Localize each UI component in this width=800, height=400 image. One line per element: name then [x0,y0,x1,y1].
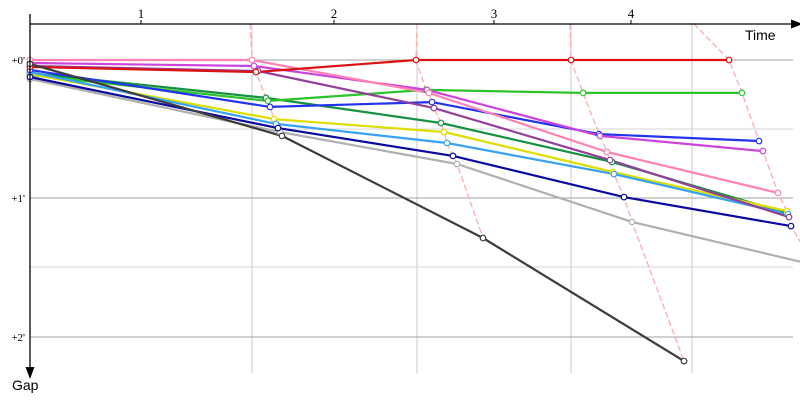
axes [25,14,800,379]
split-marker-pink [603,148,611,156]
isochrone-control-3 [569,23,685,362]
split-marker-cyan [443,139,451,147]
split-marker-red [412,56,420,64]
split-marker-purple [785,213,793,221]
split-marker-navy [620,193,628,201]
split-marker-pink [248,56,256,64]
isochrone-control-2 [415,23,484,239]
time-tick-label-1: 1 [138,6,145,21]
series-line-navy [28,75,793,228]
gap-tick-label-0: +0' [11,55,25,67]
time-tick-label-2: 2 [331,6,338,21]
time-axis-arrow [791,19,800,29]
split-marker-blue [428,98,436,106]
split-marker-green-bright [264,97,272,105]
gap-axis-arrow [25,367,35,379]
gap-tick-label-2: +2' [11,332,25,344]
split-marker-magenta [596,132,604,140]
split-marker-black [680,357,688,365]
split-marker-navy [449,152,457,160]
split-marker-blue [755,137,763,145]
gap-axis-title: Gap [12,377,39,393]
time-tick-label-4: 4 [628,6,635,21]
split-marker-black [479,234,487,242]
series-line-black [28,62,686,363]
series-line-red [28,58,731,74]
time-axis-title: Time [745,27,776,43]
split-marker-red [725,56,733,64]
split-marker-blue [266,103,274,111]
time-tick-label-3: 3 [491,6,498,21]
split-marker-yellow [440,128,448,136]
split-marker-purple [606,156,614,164]
axis-labels: 1 2 3 4 +0' +1' +2' Time Gap [11,6,775,393]
control-point-markers [26,56,795,365]
split-marker-navy [787,222,795,230]
series-line-blue [28,68,761,143]
split-marker-silver [453,160,461,168]
split-marker-magenta [250,62,258,70]
split-marker-green-bright [738,89,746,97]
split-marker-navy [274,124,282,132]
split-marker-silver [628,218,636,226]
split-marker-green-dark [437,119,445,127]
split-marker-black [278,132,286,140]
gap-tick-label-1: +1' [11,193,25,205]
split-marker-pink [425,89,433,97]
gridlines [30,24,793,373]
split-marker-cyan [610,170,618,178]
split-marker-red [252,68,260,76]
split-marker-green-bright [579,89,587,97]
split-marker-magenta [759,147,767,155]
split-marker-purple [430,104,438,112]
runner-series-lines [28,58,800,363]
split-marker-red [567,56,575,64]
split-marker-pink [774,189,782,197]
series-line-pink [28,58,780,194]
